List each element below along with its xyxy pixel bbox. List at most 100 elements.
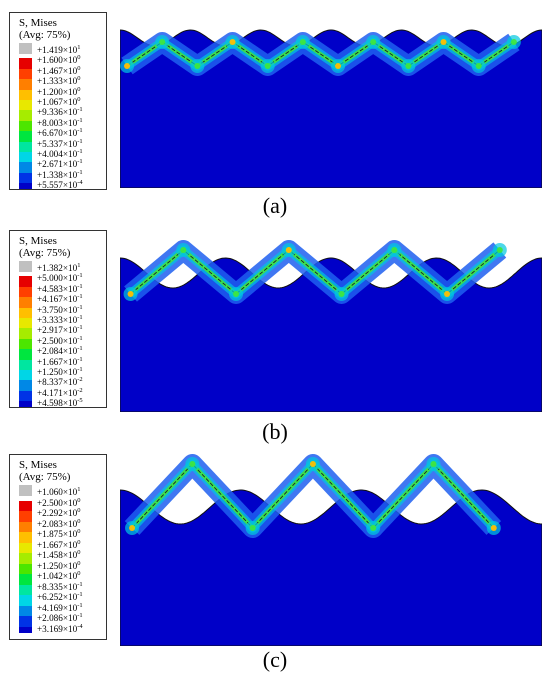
legend-swatch	[19, 58, 32, 69]
legend-entry: +4.167×10-1	[10, 292, 106, 308]
legend-value: +9.336×10	[37, 107, 78, 118]
legend-exponent: -1	[77, 282, 83, 290]
legend-swatch	[19, 349, 32, 360]
legend-label: +1.667×10-1	[37, 354, 83, 368]
legend-entry: +2.292×100	[10, 505, 106, 522]
legend-value: +2.083×10	[37, 518, 78, 529]
legend-entry: +5.557×10-4	[10, 178, 106, 190]
legend-exponent: 1	[77, 262, 81, 269]
legend-entry: +1.200×100	[10, 84, 106, 101]
legend-swatch	[19, 574, 32, 585]
legend-value: +2.671×10	[37, 159, 78, 170]
legend-exponent: -1	[77, 148, 83, 155]
legend-label: +1.060×101	[37, 484, 80, 498]
legend-label: +2.500×10-1	[37, 333, 83, 347]
legend-swatch	[19, 485, 32, 496]
stress-hotspot-core	[285, 247, 292, 253]
stress-hotspot-core	[309, 461, 316, 467]
legend-value: +2.500×10	[37, 497, 78, 508]
legend-exponent: -1	[77, 580, 83, 588]
legend-value: +8.335×10	[37, 581, 78, 592]
legend-swatch	[19, 500, 32, 512]
legend-entry: +9.336×10-1	[10, 104, 106, 121]
panel-b: S, Mises (Avg: 75%) +1.382×101 +5.000×10-…	[0, 224, 550, 454]
legend-exponent: -1	[77, 106, 83, 114]
legend-entry: +6.252×10-1	[10, 590, 106, 606]
legend-subtitle: (Avg: 75%)	[19, 29, 71, 41]
legend-label: +1.382×101	[37, 260, 80, 274]
legend-value: +1.382×10	[37, 263, 78, 274]
legend-entry: +1.875×100	[10, 527, 106, 543]
legend-exponent: -1	[77, 127, 83, 135]
legend-swatch	[19, 390, 32, 402]
stress-hotspot-core	[496, 247, 503, 253]
legend-swatch	[19, 152, 32, 163]
legend-entry: +4.004×10-1	[10, 147, 106, 163]
legend-exponent: 0	[77, 570, 81, 577]
legend-label: +4.171×10-2	[37, 385, 83, 399]
legend-value: +1.338×10	[37, 169, 78, 180]
legend-exponent: -1	[77, 355, 83, 363]
legend-swatch	[19, 380, 32, 391]
legend-value: +2.084×10	[37, 346, 78, 357]
stress-hotspot-core	[475, 63, 482, 69]
stress-hotspot-core	[159, 39, 166, 45]
legend-swatch	[19, 616, 32, 627]
legend-value: +1.060×10	[37, 487, 78, 498]
legend-exponent: -1	[77, 324, 83, 332]
legend-swatch	[19, 605, 32, 617]
legend-swatch	[19, 584, 32, 596]
legend-value: +1.333×10	[37, 76, 78, 87]
legend-swatch	[19, 359, 32, 371]
legend-swatch	[19, 162, 32, 173]
legend-label: +1.250×10-1	[37, 364, 83, 378]
bond-seam-line	[126, 41, 515, 67]
legend-label: +4.583×10-1	[37, 281, 83, 295]
legend-exponent: 0	[77, 528, 81, 535]
legend-label: +1.250×100	[37, 558, 80, 572]
legend-exponent: -2	[77, 386, 83, 394]
legend-b: S, Mises (Avg: 75%) +1.382×101 +5.000×10-…	[9, 230, 107, 408]
legend-entry: +1.060×101	[10, 485, 106, 497]
legend-entry: +5.000×10-1	[10, 271, 106, 287]
legend-exponent: 0	[77, 75, 81, 83]
legend-label: +2.084×10-1	[37, 343, 83, 357]
stress-hotspot-core	[440, 39, 447, 45]
legend-value: +1.200×10	[37, 86, 78, 97]
legend-label: +1.067×100	[37, 94, 80, 108]
legend-value: +1.458×10	[37, 550, 78, 561]
legend-swatch	[19, 307, 32, 319]
legend-entry: +2.917×10-1	[10, 322, 106, 339]
legend-label: +2.292×100	[37, 505, 80, 519]
legend-value: +6.252×10	[37, 592, 78, 603]
legend-entry: +2.500×100	[10, 496, 106, 512]
legend-swatch	[19, 297, 32, 308]
legend-label: +1.200×100	[37, 84, 80, 98]
legend-label: +9.336×10-1	[37, 104, 83, 118]
solid-body	[120, 489, 542, 646]
stress-hotspot-core	[299, 39, 306, 45]
legend-exponent: -1	[77, 116, 83, 124]
solid-body	[120, 29, 542, 188]
legend-entry: +1.338×10-1	[10, 168, 106, 184]
legend-swatch	[19, 521, 32, 533]
legend-entry: +6.670×10-1	[10, 126, 106, 142]
stress-hotspot-core	[370, 525, 377, 531]
legend-label: +8.337×10-2	[37, 374, 83, 388]
legend-exponent: -1	[77, 158, 83, 166]
legend-title: S, Mises	[19, 17, 57, 29]
legend-swatch	[19, 110, 32, 121]
legend-swatch	[19, 172, 32, 184]
legend-entry: +4.598×10-5	[10, 396, 106, 408]
legend-label: +2.086×10-1	[37, 610, 83, 624]
stress-hotspot-core	[338, 291, 345, 297]
legend-value: +8.003×10	[37, 117, 78, 128]
legend-label: +1.333×100	[37, 73, 80, 87]
legend-entry: +1.600×100	[10, 53, 106, 69]
legend-exponent: 1	[77, 486, 81, 493]
legend-entry: +1.667×100	[10, 538, 106, 554]
legend-label: +3.333×10-1	[37, 312, 83, 326]
legend-entry: +4.171×10-2	[10, 385, 106, 402]
legend-title: S, Mises	[19, 459, 57, 471]
legend-label: +2.917×10-1	[37, 322, 83, 336]
